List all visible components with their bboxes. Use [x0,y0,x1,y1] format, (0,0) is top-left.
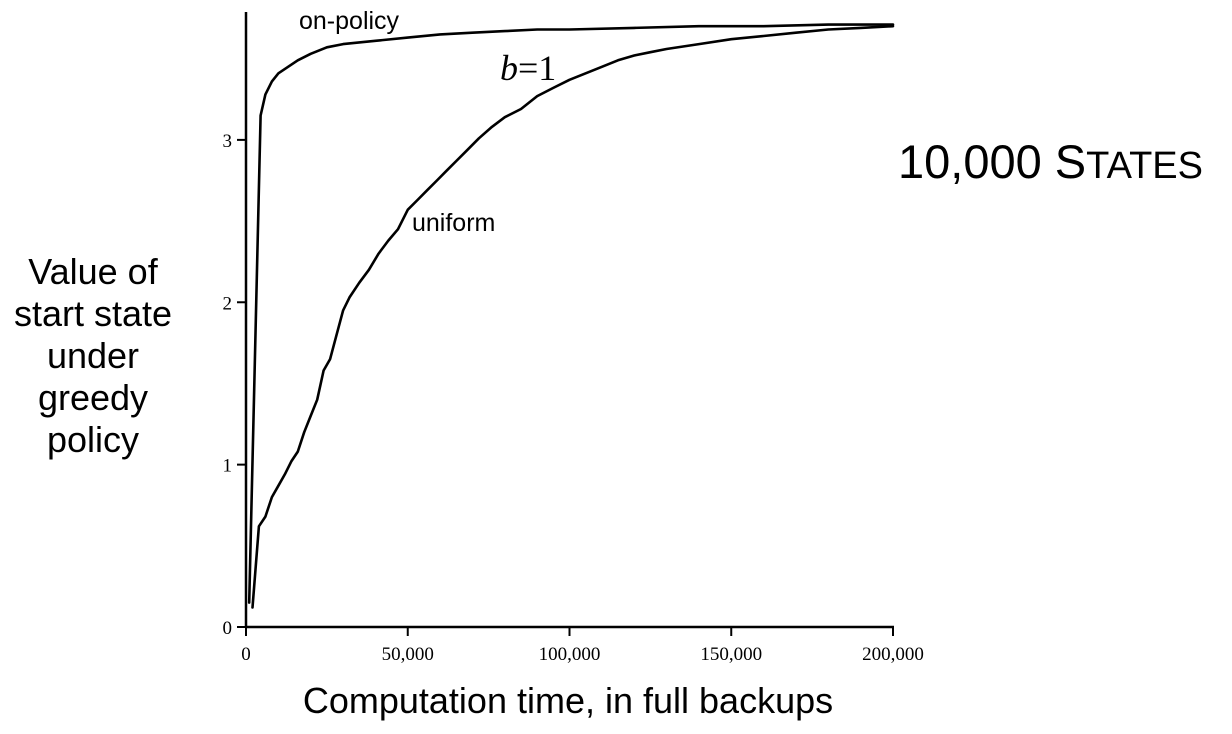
branching-factor-symbol: b [500,48,518,88]
series-label-on-policy: on-policy [299,7,400,35]
x-ticks-group: 0 50,000 100,000 150,000 200,000 [241,627,924,665]
x-tick-label: 50,000 [382,644,434,665]
series-line-on-policy [247,23,895,604]
x-tick-label: 100,000 [539,644,601,665]
x-tick-label: 0 [241,644,251,665]
branching-factor-label: b=1 [500,48,556,88]
series-labels: on-policy uniform [299,7,495,237]
x-tick-label: 150,000 [700,644,762,665]
y-axis-title-line: under [47,335,139,376]
series-group [247,23,895,609]
y-tick-label: 1 [223,456,233,477]
y-axis-title-line: policy [47,419,139,460]
y-tick-label: 2 [223,293,233,314]
y-ticks-group: 0 1 2 3 [223,131,246,639]
states-count-small: TATES [1086,145,1203,187]
states-count-label: 10,000 STATES [898,135,1203,188]
series-line-uniform [251,24,895,609]
axes-group [244,12,894,629]
series-label-uniform: uniform [412,209,495,237]
y-axis-title-line: greedy [38,377,148,418]
y-tick-label: 3 [223,131,233,152]
x-tick-label: 200,000 [862,644,924,665]
x-axis-title: Computation time, in full backups [303,680,833,721]
states-count-big: 10,000 S [898,135,1086,188]
y-axis-title-line: start state [14,293,172,334]
branching-factor-value: =1 [518,48,556,88]
y-axis-title-line: Value of [28,251,158,292]
y-tick-label: 0 [223,618,233,639]
